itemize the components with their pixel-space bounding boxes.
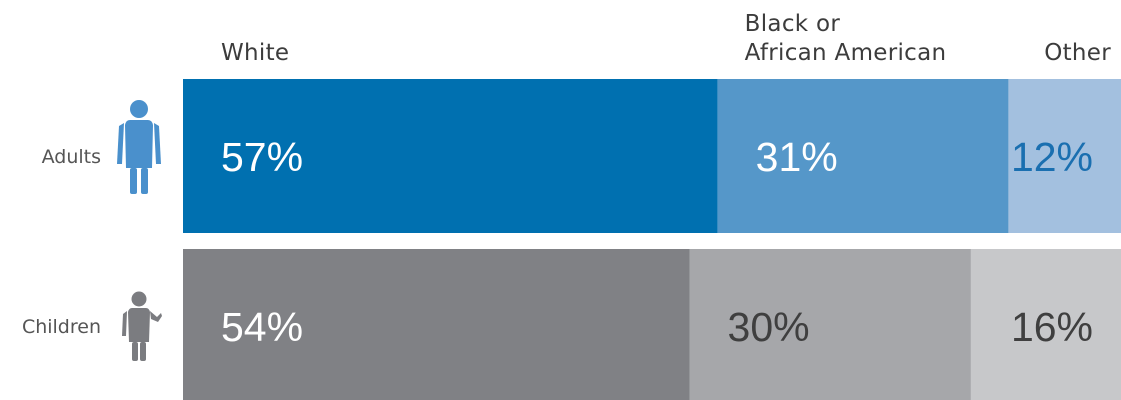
icon-left-arm xyxy=(117,123,124,164)
child-figure-icon xyxy=(122,291,162,361)
column-header-2-line-2: African American xyxy=(745,40,947,66)
icon-dress xyxy=(125,120,153,168)
row-adults: Adults 57% 31% 12% xyxy=(42,79,1121,233)
row-children: Children 54% 30% 16% xyxy=(22,249,1121,400)
icon-head xyxy=(130,100,148,118)
value-label-1: 54% xyxy=(221,304,303,350)
icon-left-arm xyxy=(122,311,127,336)
column-header-2-line-1: Black or xyxy=(745,11,841,37)
row-label: Children xyxy=(22,316,101,338)
column-header-3: Other xyxy=(1044,40,1111,66)
column-header-1: White xyxy=(221,40,289,66)
icon-right-arm xyxy=(154,123,161,164)
value-label-2: 30% xyxy=(728,304,810,350)
icon-left-leg xyxy=(130,168,137,194)
bar-segment-1 xyxy=(183,79,718,233)
icon-right-leg xyxy=(141,168,148,194)
column-header-1-line-1: White xyxy=(221,40,289,66)
icon-body xyxy=(128,308,150,342)
value-label-2: 31% xyxy=(756,134,838,180)
bar-segment-2 xyxy=(689,249,971,400)
value-label-3: 12% xyxy=(1011,134,1093,180)
row-label: Adults xyxy=(42,146,101,168)
bar-segment-1 xyxy=(183,249,690,400)
woman-figure-icon xyxy=(117,100,161,194)
icon-head xyxy=(131,291,147,307)
bar-segment-3 xyxy=(970,249,1121,400)
bar-segment-3 xyxy=(1008,79,1121,233)
value-label-1: 57% xyxy=(221,134,303,180)
value-label-3: 16% xyxy=(1011,304,1093,350)
icon-right-arm xyxy=(150,311,162,322)
column-header-3-line-1: Other xyxy=(1044,40,1111,66)
column-header-2: Black or African American xyxy=(745,11,947,66)
bar-segment-2 xyxy=(717,79,1009,233)
icon-right-leg xyxy=(140,342,146,361)
icon-left-leg xyxy=(132,342,138,361)
